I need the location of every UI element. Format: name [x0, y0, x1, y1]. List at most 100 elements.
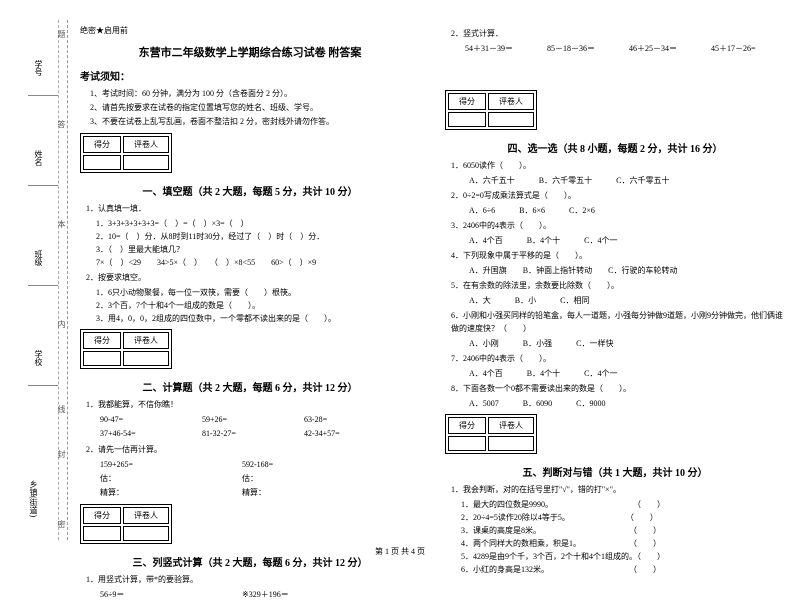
side-v4: 内 [56, 320, 67, 328]
secret-label: 绝密★启用前 [80, 25, 420, 36]
s1-q2b: 2．3个百，7个十和4个一组成的数是（ ）。 [96, 299, 420, 312]
s2-r3a: 159+265= [100, 458, 240, 472]
s5-s3: 3．课桌的高度是8米。 （ ） [461, 524, 785, 537]
score3-c1: 得分 [83, 507, 121, 524]
s4-q5o: A．大 B．小 C．相同 [469, 294, 785, 307]
sec2-title: 二、计算题（共 2 大题，每题 6 分，共计 12 分） [80, 379, 420, 394]
s3-q2: 2．竖式计算． [451, 27, 785, 40]
s2-r1: 90-47= 59+26= 63-28= [100, 413, 420, 427]
s4-q2: 2．0÷2=0写成乘法算式是（ ）。 [451, 189, 785, 202]
score-blank [83, 155, 121, 170]
sec1-title: 一、填空题（共 2 大题，每题 5 分，共计 10 分） [80, 183, 420, 198]
s2-r2a: 37+46-54= [100, 427, 200, 441]
side-v2: 答 [56, 120, 67, 128]
s2-r2c: 42-34+57= [304, 429, 340, 438]
sec5-title: 五、判断对与错（共 1 大题，共计 10 分） [445, 464, 785, 479]
notice-label: 考试须知： [80, 68, 420, 83]
sec4-title: 四、选一选（共 8 小题，每题 2 分，共计 16 分） [445, 140, 785, 155]
s2-j1: 精算： [100, 486, 240, 500]
left-column: 绝密★启用前 东营市二年级数学上学期综合练习试卷 附答案 考试须知： 1、考试时… [80, 25, 420, 602]
s4-q3: 3．2406中的4表示（ ）。 [451, 219, 785, 232]
side-l5: 乡镇(街道) [28, 480, 39, 517]
main-content: 绝密★启用前 东营市二年级数学上学期综合练习试卷 附答案 考试须知： 1、考试时… [80, 0, 800, 602]
s3-r2a: 54＋31－39＝ [465, 42, 545, 56]
s3-r1b: ※329＋196＝ [242, 590, 289, 599]
score2-b2 [123, 351, 169, 366]
s1-q1: 1．认真填一填． [86, 202, 420, 215]
side-v6: 封 [56, 450, 67, 458]
side-l2: 姓名 [33, 150, 44, 166]
s2-r2: 37+46-54= 81-32-27= 42-34+57= [100, 427, 420, 441]
s2-g1: 估： [100, 472, 240, 486]
s3-r2d: 45＋17－26= [711, 44, 756, 53]
s2-q1: 1．我都能算，不信你瞧！ [86, 398, 420, 411]
sec3-title: 三、列竖式计算（共 2 大题，每题 6 分，共计 12 分） [80, 554, 420, 569]
score2-c2: 评卷人 [123, 332, 169, 349]
score-box-3: 得分评卷人 [80, 504, 172, 544]
s5-q1: 1．我会判断，对的在括号里打"√"，错的打"×"。 [451, 483, 785, 496]
s2-g2: 估： [242, 474, 258, 483]
side-v1: 题 [56, 30, 67, 38]
score5-c2: 评卷人 [488, 417, 534, 434]
side-l3: 班级 [33, 250, 44, 266]
score5-b2 [488, 436, 534, 451]
score-blank2 [123, 155, 169, 170]
side-v7: 密 [56, 520, 67, 528]
s2-j: 精算： 精算： [100, 486, 420, 500]
score2-b1 [83, 351, 121, 366]
s5-s2: 2．20÷4=5读作20除以4等于5。 （ ） [461, 511, 785, 524]
notice-3: 3、不要在试卷上乱写乱画，卷面不整洁扣 2 分，密封线外请勿作答。 [90, 115, 420, 129]
s2-g: 估： 估： [100, 472, 420, 486]
s2-r1b: 59+26= [202, 413, 302, 427]
paper-title: 东营市二年级数学上学期综合练习试卷 附答案 [80, 44, 420, 60]
s5-s4: 4．两个同样大的数相乘，积是1。 （ ） [461, 537, 785, 550]
s1-q2: 2．按要求填空。 [86, 271, 420, 284]
right-column: 2．竖式计算． 54＋31－39＝ 85－18－36＝ 46＋25－34＝ 45… [445, 25, 785, 602]
s3-q1: 1．用竖式计算，带*的要验算。 [86, 573, 420, 586]
s3-r2: 54＋31－39＝ 85－18－36＝ 46＋25－34＝ 45＋17－26= [465, 42, 785, 56]
score4-b1 [448, 112, 486, 127]
side-line-4 [28, 385, 58, 386]
score3-c2: 评卷人 [123, 507, 169, 524]
score-box-4: 得分评卷人 [445, 90, 537, 130]
s1-q1a: 1．3+3+3+3+3+3=（ ）=（ ）×3=（ ） [96, 217, 420, 230]
s4-q8o: A．5007 B．6090 C．9000 [469, 397, 785, 410]
score-c2: 评卷人 [123, 136, 169, 153]
s1-q2c: 3．用4，0，0，2组成的四位数中，一个零都不读出来的是（ ）。 [96, 312, 420, 325]
side-v3: 本 [56, 220, 67, 228]
s5-s1: 1．最大的四位数是9990。 （ ） [461, 498, 785, 511]
s4-q7o: A．4个百 B．4个十 C．4个一 [469, 367, 785, 380]
side-labels: 题 学号 答 姓名 本 班级 内 学校 线 封 乡镇(街道) 密 [8, 20, 68, 540]
page-number: 第 1 页 共 4 页 [375, 546, 425, 557]
s5-s5: 5．4289是由9个千，3个百，2个十和4个1组成的。（ ） [461, 550, 785, 563]
score4-c1: 得分 [448, 93, 486, 110]
side-line-2 [28, 185, 58, 186]
s4-q2o: A．6÷6 B．6×6 C．2×6 [469, 204, 785, 217]
s4-q6o: A．小刚 B．小强 C．一样快 [469, 337, 785, 350]
s3-r2c: 46＋25－34＝ [629, 42, 709, 56]
s3-r1a: 56÷9＝ [100, 588, 240, 602]
s4-q4o: A．升国旗 B．钟面上指针转动 C．行驶的车轮转动 [469, 264, 785, 277]
score5-b1 [448, 436, 486, 451]
s4-q4: 4．下列现象中属于平移的是（ ）。 [451, 249, 785, 262]
s2-q2: 2．请先一估再计算。 [86, 443, 420, 456]
side-line-1 [28, 95, 58, 96]
s1-q1b: 2．10=（ ）分．从8时到11时30分，经过了（ ）时（ ）分． [96, 230, 420, 243]
s4-q3o: A．4个百 B．4个十 C．4个一 [469, 234, 785, 247]
score3-b1 [83, 526, 121, 541]
score5-c1: 得分 [448, 417, 486, 434]
score-box-2: 得分评卷人 [80, 329, 172, 369]
s2-r3b: 592-168= [242, 460, 273, 469]
notice-1: 1、考试时间：60 分钟，满分为 100 分（含卷面分 2 分）。 [90, 87, 420, 101]
score4-c2: 评卷人 [488, 93, 534, 110]
s4-q1: 1．6050读作（ ）。 [451, 159, 785, 172]
score3-b2 [123, 526, 169, 541]
side-l1: 学号 [33, 60, 44, 76]
s2-r1a: 90-47= [100, 413, 200, 427]
notice-2: 2、请首先按要求在试卷的指定位置填写您的姓名、班级、学号。 [90, 101, 420, 115]
side-v5: 线 [56, 405, 67, 413]
score4-b2 [488, 112, 534, 127]
s1-q1c: 3．（ ）里最大能填几？ [96, 243, 420, 256]
side-l4: 学校 [33, 350, 44, 366]
s1-q1d: 7×（ ）<29 34>5×（ ） （ ）×8<55 60>（ ）×9 [96, 256, 420, 269]
